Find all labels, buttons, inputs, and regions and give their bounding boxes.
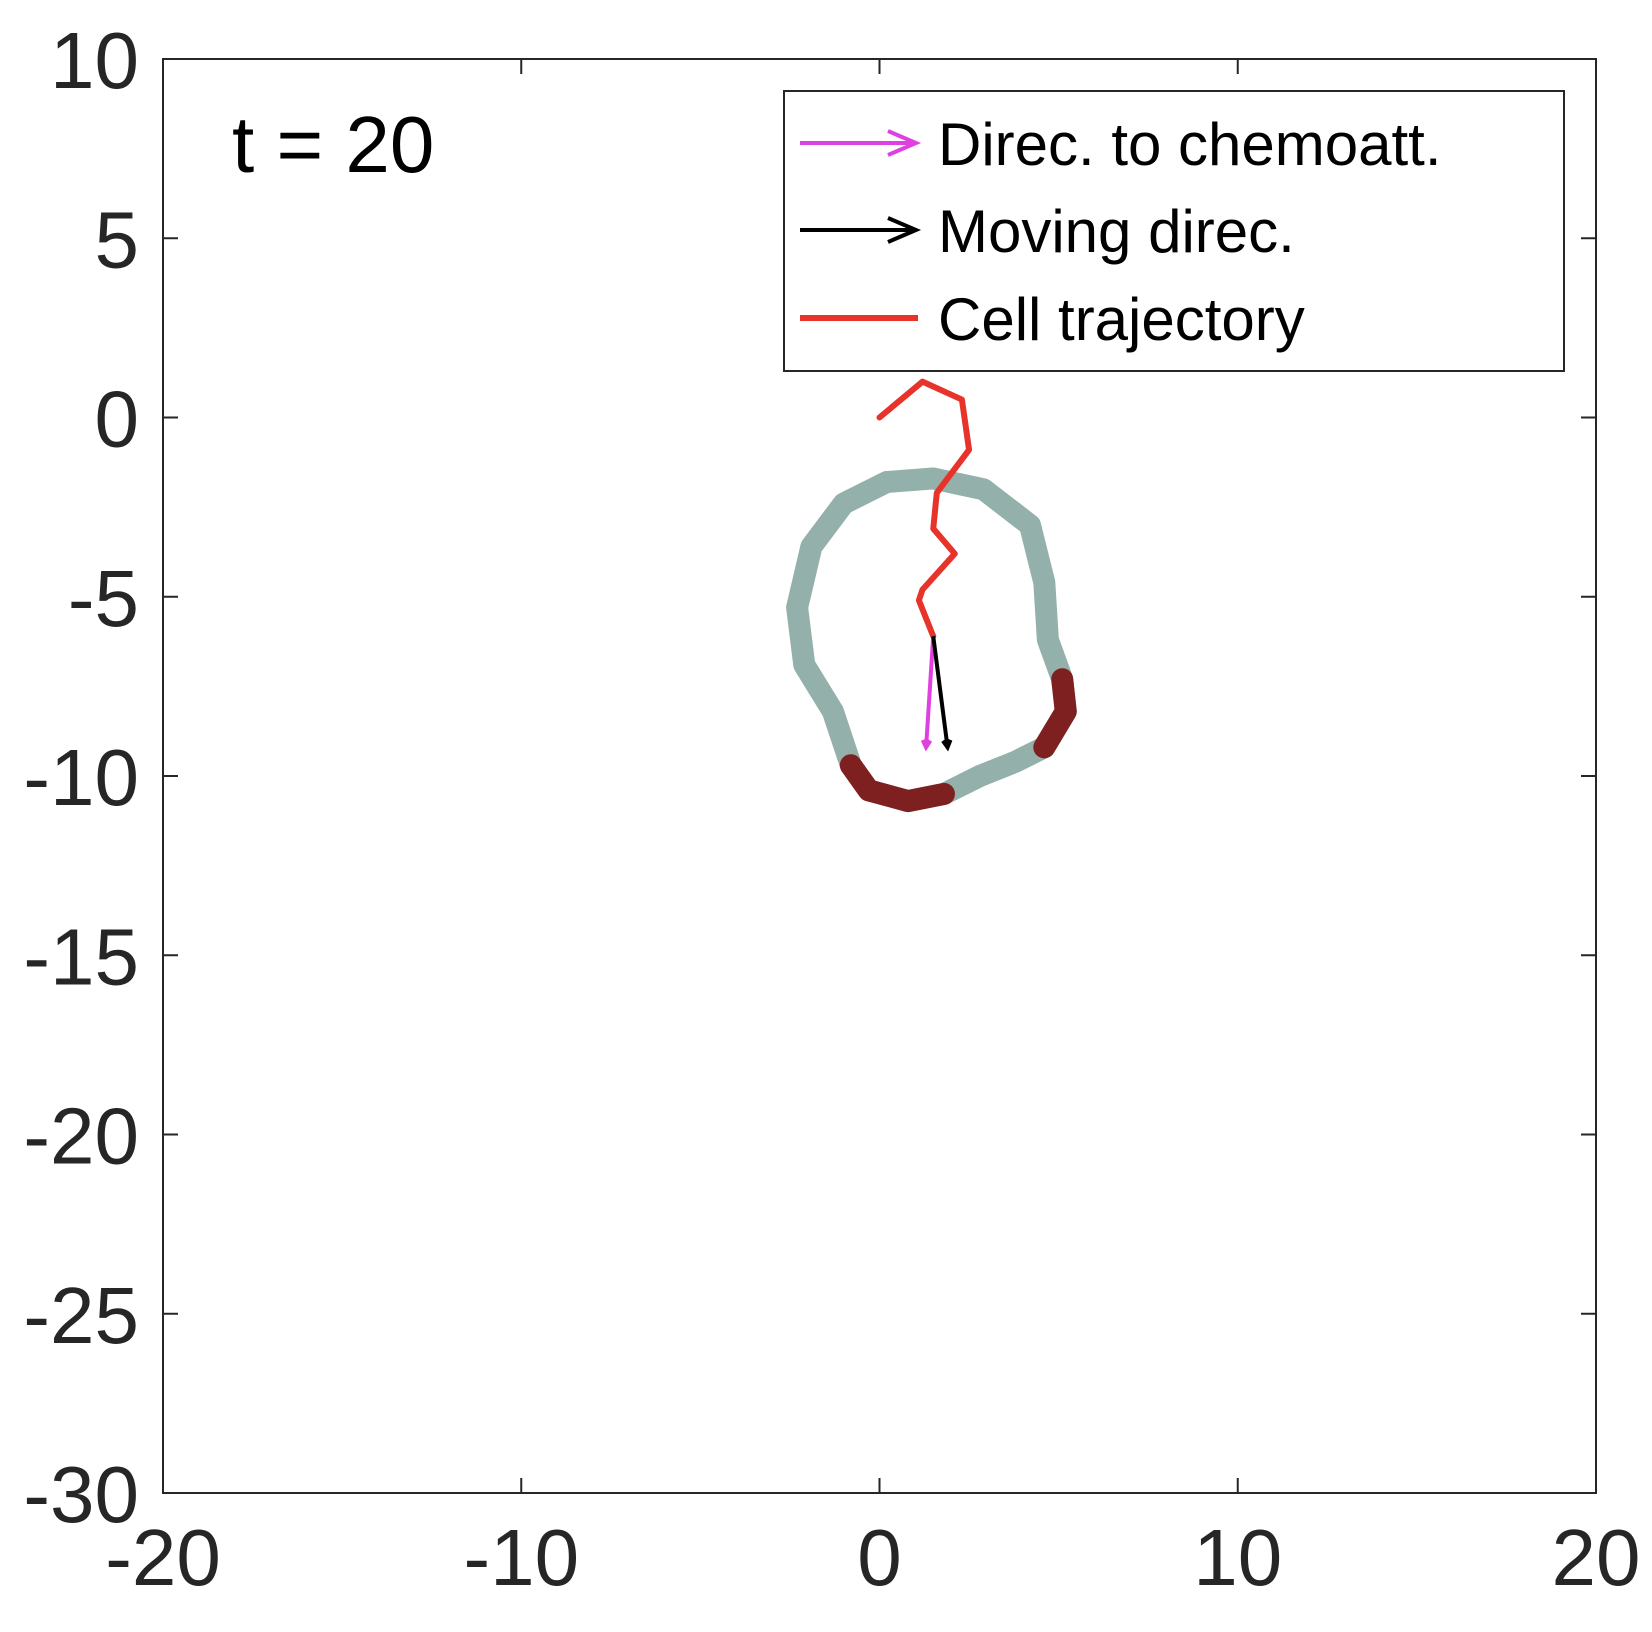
cell-outline-highlight [1033, 668, 1077, 759]
time-annotation: t = 20 [232, 100, 434, 189]
cell-outline-highlight [839, 754, 955, 813]
direction-arrow [931, 635, 950, 748]
direction-arrow [924, 636, 936, 748]
x-tick-label: -10 [463, 1513, 579, 1602]
trajectory-line [876, 378, 973, 640]
legend-arrowhead-chemoatt [887, 129, 922, 157]
legend: Direc. to chemoatt. Moving direc. Cell t… [783, 90, 1565, 372]
y-tick-label: -25 [23, 1271, 139, 1360]
cell-outline-layer [786, 467, 1077, 813]
direction-arrowhead [941, 739, 953, 752]
legend-label-moving: Moving direc. [938, 198, 1295, 265]
y-tick-label: -10 [23, 733, 139, 822]
y-tick-label: 10 [50, 16, 139, 105]
tick-layer: -20 -10 0 10 20 -30 -25 -20 -15 -10 -5 0 5 10 [23, 16, 1640, 1602]
y-tick-label: 5 [95, 195, 140, 284]
x-tick-label: 10 [1193, 1513, 1282, 1602]
x-tick-label: 20 [1552, 1513, 1641, 1602]
arrow-layer [920, 635, 953, 752]
y-tick-label: -15 [23, 912, 139, 1001]
y-tick-label: -20 [23, 1092, 139, 1181]
legend-label-trajectory: Cell trajectory [938, 286, 1305, 353]
direction-arrowhead [920, 739, 933, 752]
x-tick-label: -20 [105, 1513, 221, 1602]
x-tick-label: 0 [857, 1513, 902, 1602]
legend-arrowhead-moving [887, 216, 922, 244]
y-tick-label: -30 [23, 1450, 139, 1539]
y-tick-label: 0 [95, 375, 140, 464]
y-tick-label: -5 [68, 554, 139, 643]
trajectory-layer [876, 378, 973, 640]
legend-label-chemoatt: Direc. to chemoatt. [938, 111, 1442, 178]
